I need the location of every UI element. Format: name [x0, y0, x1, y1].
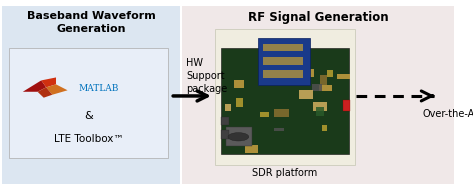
FancyBboxPatch shape	[299, 90, 313, 99]
Circle shape	[228, 133, 249, 141]
FancyBboxPatch shape	[337, 74, 350, 79]
FancyBboxPatch shape	[221, 117, 229, 125]
FancyBboxPatch shape	[9, 48, 168, 158]
FancyBboxPatch shape	[221, 130, 229, 139]
FancyBboxPatch shape	[273, 127, 284, 131]
Polygon shape	[46, 84, 68, 95]
FancyBboxPatch shape	[322, 125, 327, 131]
FancyBboxPatch shape	[260, 112, 269, 117]
FancyBboxPatch shape	[263, 44, 303, 51]
FancyBboxPatch shape	[258, 38, 310, 86]
FancyBboxPatch shape	[274, 109, 289, 117]
Polygon shape	[41, 78, 56, 87]
FancyBboxPatch shape	[312, 84, 322, 91]
Text: &: &	[84, 111, 93, 121]
FancyBboxPatch shape	[343, 100, 350, 111]
Text: MATLAB: MATLAB	[78, 84, 119, 93]
FancyBboxPatch shape	[226, 130, 238, 139]
Text: Over-the-Air: Over-the-Air	[422, 109, 473, 119]
Polygon shape	[37, 87, 53, 98]
Polygon shape	[23, 80, 46, 92]
FancyBboxPatch shape	[319, 85, 332, 92]
Text: HW
Support
package: HW Support package	[186, 58, 227, 94]
FancyBboxPatch shape	[327, 70, 333, 77]
FancyBboxPatch shape	[320, 75, 327, 85]
FancyBboxPatch shape	[235, 80, 244, 88]
Text: SDR platform: SDR platform	[252, 168, 317, 178]
FancyBboxPatch shape	[313, 102, 327, 111]
FancyBboxPatch shape	[221, 48, 349, 154]
FancyBboxPatch shape	[316, 107, 324, 116]
Text: Baseband Waveform
Generation: Baseband Waveform Generation	[26, 11, 156, 34]
Text: RF Signal Generation: RF Signal Generation	[248, 11, 388, 24]
FancyBboxPatch shape	[305, 69, 314, 77]
FancyBboxPatch shape	[226, 127, 252, 146]
FancyBboxPatch shape	[215, 28, 355, 165]
FancyBboxPatch shape	[263, 70, 303, 78]
FancyBboxPatch shape	[236, 98, 243, 107]
FancyBboxPatch shape	[225, 104, 231, 111]
Text: LTE Toolbox™: LTE Toolbox™	[54, 134, 123, 144]
FancyBboxPatch shape	[182, 6, 454, 184]
FancyBboxPatch shape	[2, 6, 180, 184]
FancyBboxPatch shape	[245, 145, 258, 153]
FancyBboxPatch shape	[263, 57, 303, 65]
